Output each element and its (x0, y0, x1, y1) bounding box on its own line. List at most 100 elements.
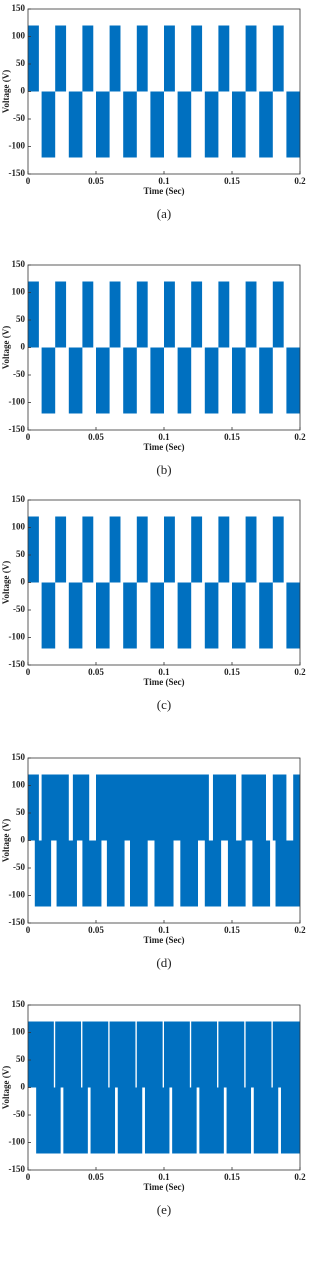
pulse-block (280, 1087, 300, 1154)
y-tick-label: -100 (9, 397, 26, 407)
pulse-block (82, 281, 94, 348)
y-tick-label: 150 (12, 494, 26, 504)
pulse-block (232, 91, 246, 158)
y-tick-label: 100 (12, 1027, 26, 1037)
x-tick-label: 0.15 (224, 176, 240, 186)
pulse-block (136, 281, 148, 348)
pulse-block (36, 1087, 61, 1154)
pulse-block (28, 281, 39, 348)
pulse-block (226, 1087, 252, 1154)
panel: -150 -100 -50 0 50 100 150 0 0.05 0.1 0.15 0.2 Time … (1, 752, 306, 970)
pulse-block (96, 774, 209, 841)
pulse-block (123, 347, 137, 414)
pulse-block (218, 1021, 245, 1088)
pulse-block (150, 91, 164, 158)
x-axis-label: Time (Sec) (143, 935, 184, 945)
pulse-block (82, 516, 94, 583)
pulse-block (252, 840, 271, 907)
x-tick-label: 0 (26, 667, 31, 677)
pulse-block (241, 774, 266, 841)
y-tick-label: -150 (9, 1164, 26, 1174)
y-tick-label: 150 (12, 3, 26, 13)
y-axis-label: Voltage (V) (1, 819, 11, 862)
y-tick-label: -100 (9, 1137, 26, 1147)
pulse-block (180, 840, 198, 907)
x-tick-label: 0.2 (294, 432, 306, 442)
pulse-block (293, 774, 300, 841)
pulse-block (90, 1087, 116, 1154)
y-tick-label: -50 (13, 862, 25, 872)
pulse-block (164, 281, 175, 348)
pulse-block (56, 840, 77, 907)
pulse-block (245, 516, 257, 583)
pulse-block (172, 1087, 197, 1154)
y-tick-label: -100 (9, 890, 26, 900)
panel: -150 -100 -50 0 50 100 150 0 0.05 0.1 0.15 0.2 Time … (1, 494, 306, 712)
pulse-block (41, 347, 56, 414)
x-tick-label: 0 (26, 432, 31, 442)
y-axis-label: Voltage (V) (1, 326, 11, 369)
pulse-block (82, 840, 102, 907)
pulse-block (82, 25, 94, 92)
pulse-block (204, 347, 219, 414)
y-tick-label: -50 (13, 1109, 25, 1119)
y-axis-label: Voltage (V) (1, 1066, 11, 1109)
pulse-block (96, 582, 110, 649)
x-tick-label: 0 (26, 925, 31, 935)
pulse-block (41, 582, 56, 649)
x-tick-label: 0.2 (294, 925, 306, 935)
y-axis-label: Voltage (V) (1, 561, 11, 604)
x-tick-label: 0.1 (158, 667, 170, 677)
pulse-block (63, 1087, 88, 1154)
x-tick-label: 0.15 (224, 667, 240, 677)
y-tick-label: 50 (16, 58, 26, 68)
panel: -150 -100 -50 0 50 100 150 0 0.05 0.1 0.15 0.2 Time … (1, 259, 306, 477)
y-tick-label: 0 (21, 1082, 26, 1092)
pulse-block (232, 347, 246, 414)
pulse-block (68, 91, 83, 158)
y-tick-label: 100 (12, 31, 26, 41)
pulse-block (272, 774, 287, 841)
y-tick-label: 100 (12, 780, 26, 790)
pulse-block (150, 347, 164, 414)
pulse-block (136, 516, 148, 583)
x-tick-label: 0.05 (88, 667, 104, 677)
pulse-block (136, 25, 148, 92)
pulse-block (82, 1021, 109, 1088)
x-tick-label: 0.15 (224, 432, 240, 442)
pulse-block (177, 347, 192, 414)
panel: -150 -100 -50 0 50 100 150 0 0.05 0.1 0.15 0.2 Time … (1, 999, 306, 1217)
x-tick-label: 0.1 (158, 432, 170, 442)
caption: (c) (157, 697, 171, 712)
pulse-block (55, 516, 67, 583)
pulse-block (245, 1021, 272, 1088)
pulse-block (177, 582, 192, 649)
pulse-block (259, 582, 273, 649)
pulse-block (259, 91, 273, 158)
x-tick-label: 0.1 (158, 925, 170, 935)
y-tick-label: 0 (21, 86, 26, 96)
x-tick-label: 0.2 (294, 667, 306, 677)
y-tick-label: 100 (12, 287, 26, 297)
pulse-block (286, 347, 300, 414)
pulse-block (55, 281, 67, 348)
y-tick-label: 100 (12, 522, 26, 532)
pulse-block (164, 1021, 190, 1088)
pulse-block (123, 582, 137, 649)
pulse-block (227, 840, 246, 907)
pulse-block (55, 1021, 82, 1088)
pulse-block (218, 516, 230, 583)
pulse-block (106, 840, 125, 907)
y-tick-label: -100 (9, 632, 26, 642)
pulse-block (212, 774, 237, 841)
pulse-block (191, 281, 203, 348)
x-tick-label: 0 (26, 176, 31, 186)
pulse-block (191, 1021, 218, 1088)
caption: (e) (157, 1202, 171, 1217)
y-tick-label: -50 (13, 369, 25, 379)
x-tick-label: 0.2 (294, 176, 306, 186)
x-tick-label: 0 (26, 1172, 31, 1182)
pulse-block (272, 25, 284, 92)
pulse-block (28, 516, 39, 583)
pulse-block (109, 281, 121, 348)
